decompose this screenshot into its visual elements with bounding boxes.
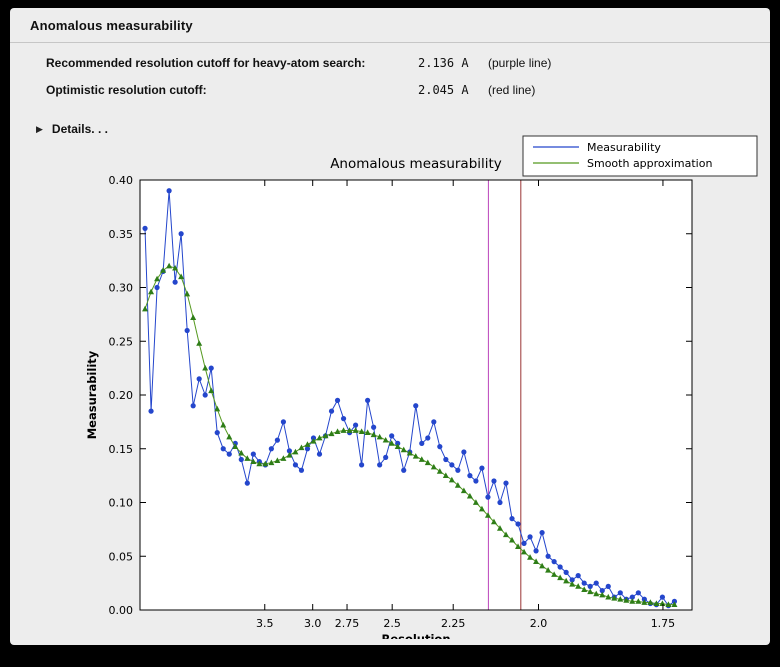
measurability-chart: 0.00 0.05 0.10 0.15 0.20 0.25 0.30 0.35 0.40 3.5 3… [85, 135, 758, 646]
optimistic-cutoff-note: (red line) [488, 83, 536, 97]
svg-text:2.25: 2.25 [441, 617, 466, 630]
svg-text:0.40: 0.40 [109, 174, 134, 187]
svg-text:2.75: 2.75 [335, 617, 360, 630]
svg-text:2.5: 2.5 [383, 617, 401, 630]
legend-entry-label: Measurability [587, 141, 661, 154]
cutoff-row-optimistic: Optimistic resolution cutoff: 2.045 A (r… [46, 83, 770, 110]
details-disclosure[interactable]: ▶ Details. . . [36, 122, 770, 136]
svg-text:3.0: 3.0 [304, 617, 322, 630]
svg-text:0.10: 0.10 [109, 497, 134, 510]
optimistic-cutoff-value: 2.045 A [418, 83, 469, 97]
recommended-cutoff-value: 2.136 A [418, 56, 469, 70]
optimistic-cutoff-label: Optimistic resolution cutoff: [46, 83, 207, 97]
chart-container: 0.00 0.05 0.10 0.15 0.20 0.25 0.30 0.35 0.40 3.5 3… [80, 134, 765, 646]
svg-text:3.5: 3.5 [256, 617, 274, 630]
y-axis-label: Measurability [85, 350, 99, 439]
disclosure-triangle-icon: ▶ [36, 123, 43, 134]
chart-title: Anomalous measurability [330, 156, 502, 172]
svg-text:0.15: 0.15 [109, 443, 134, 456]
x-axis-label: Resolution [381, 632, 450, 639]
smooth-approximation-series [142, 262, 678, 608]
panel-header: Anomalous measurability [10, 8, 770, 35]
svg-text:0.05: 0.05 [109, 550, 134, 563]
plot-area [140, 180, 692, 610]
legend: Measurability Smooth approximation [522, 135, 758, 177]
cutoff-row-recommended: Recommended resolution cutoff for heavy-… [46, 56, 770, 83]
recommended-cutoff-note: (purple line) [488, 56, 552, 70]
plot-frame [139, 179, 693, 611]
details-label: Details. . . [51, 122, 108, 136]
panel-window: Anomalous measurability Recommended reso… [10, 8, 770, 646]
svg-text:0.35: 0.35 [109, 228, 134, 241]
svg-text:0.20: 0.20 [109, 389, 134, 402]
cutoff-info-section: Recommended resolution cutoff for heavy-… [46, 56, 770, 110]
svg-text:0.25: 0.25 [109, 335, 134, 348]
svg-text:0.30: 0.30 [109, 282, 134, 295]
plot-content [142, 180, 678, 610]
svg-text:2.0: 2.0 [530, 617, 548, 630]
svg-text:0.00: 0.00 [109, 604, 134, 617]
page-title: Anomalous measurability [30, 18, 193, 33]
legend-entry-label: Smooth approximation [587, 157, 712, 170]
svg-text:1.75: 1.75 [651, 617, 676, 630]
header-divider [10, 42, 770, 43]
recommended-cutoff-label: Recommended resolution cutoff for heavy-… [46, 56, 366, 70]
